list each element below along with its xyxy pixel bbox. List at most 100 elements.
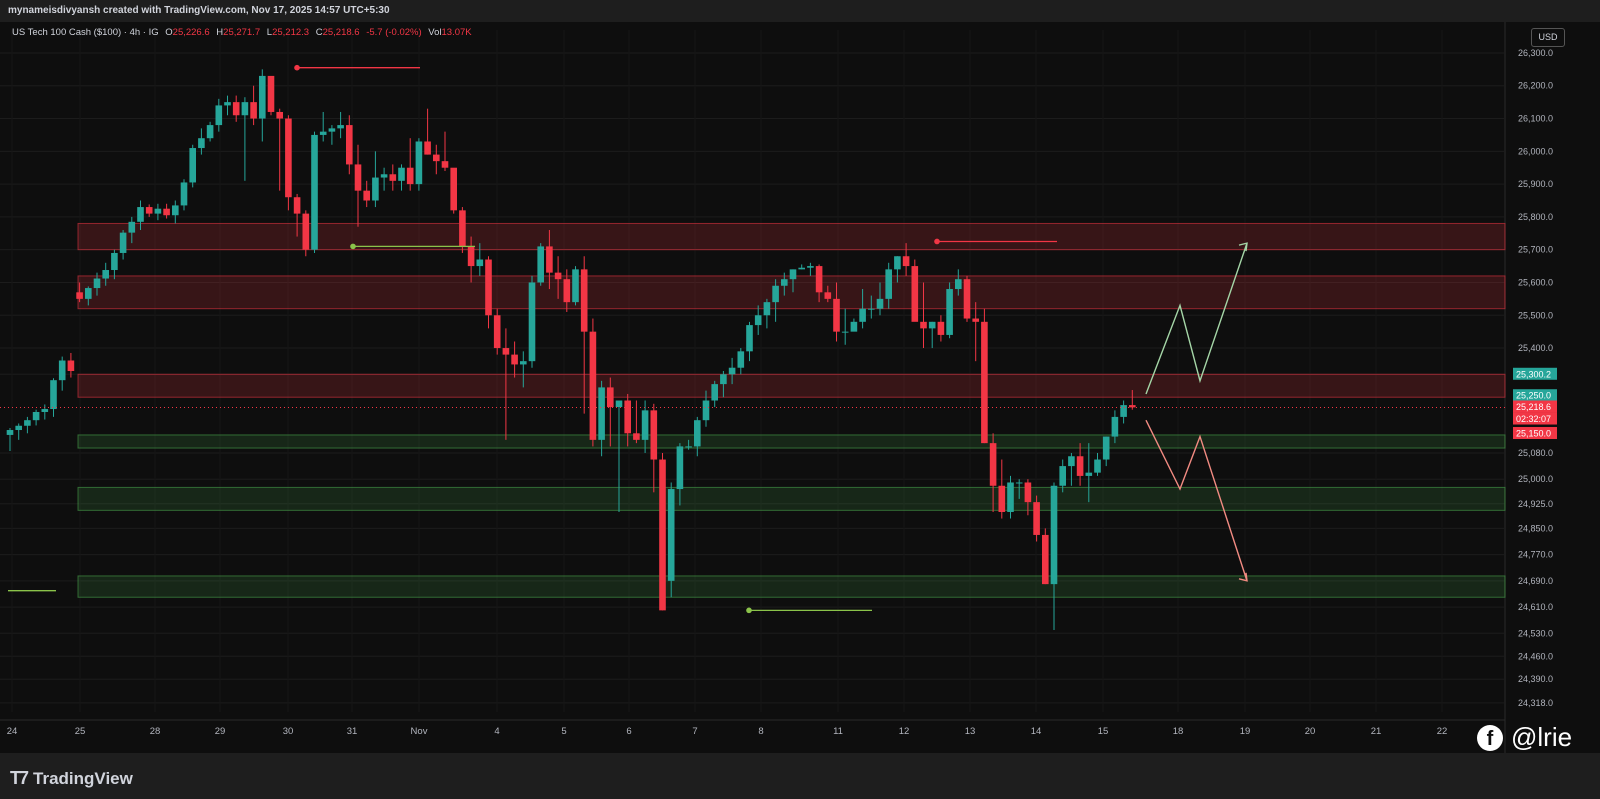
candle-body [111,252,118,271]
candle-body [981,321,988,444]
x-tick-label: 11 [833,726,843,737]
y-tick-label: 25,900.0 [1518,179,1553,189]
y-tick-label: 25,000.0 [1518,474,1553,484]
candle-body [76,292,83,299]
currency-button[interactable]: USD [1531,28,1565,47]
x-tick-label: 31 [347,726,358,737]
bearish-projection [1145,419,1248,582]
candle-body [1050,485,1058,585]
x-tick-label: 30 [283,726,294,737]
candle-body [633,433,640,440]
candle-body [424,141,431,155]
candle-body [50,380,57,410]
resistance-zone [77,373,1506,398]
y-tick-label: 26,000.0 [1518,146,1553,156]
candle-body [615,400,623,408]
x-tick-label: 20 [1305,726,1316,737]
candle-body [789,269,797,280]
y-tick-label: 24,318.0 [1518,698,1553,708]
symbol-legend[interactable]: US Tech 100 Cash ($100) · 4h · IG O25,22… [12,27,472,38]
tradingview-wordmark: TradingView [33,768,133,788]
candle-body [398,167,405,181]
x-tick-label: 5 [561,726,566,737]
x-tick-label: 18 [1173,726,1184,737]
candle-body [198,138,205,149]
candle-body [119,232,127,253]
x-tick-label: 4 [494,726,499,737]
candle-body [720,374,727,385]
y-tick-label: 25,700.0 [1518,245,1553,255]
candle-body [93,278,101,289]
candle-body [328,128,336,132]
candle-body [667,489,675,581]
candle-body [319,131,327,135]
y-tick-label: 26,300.0 [1518,48,1553,58]
y-tick-label: 25,080.0 [1518,448,1553,458]
y-tick-label: 24,530.0 [1518,628,1553,638]
x-tick-label: 28 [150,726,161,737]
x-tick-label: 8 [758,726,763,737]
x-tick-label: 7 [692,726,697,737]
candle-body [372,177,379,201]
candle-body [833,298,840,332]
candle-body [163,208,170,216]
price-tag-label: 25,150.0 [1516,429,1551,439]
price-tag-label: 25,250.0 [1516,391,1551,401]
x-tick-label: 6 [626,726,631,737]
y-tick-label: 25,600.0 [1518,277,1553,287]
social-handle: f @lrie [1477,722,1572,753]
candle-body [763,302,771,316]
candle-body [841,331,849,333]
resistance-zone [77,222,1506,251]
candle-body [850,321,858,332]
candle-body [537,246,544,283]
high-label: H [216,27,224,38]
candle-body [15,425,22,431]
close-label: C [315,27,323,38]
candle-body [1076,456,1084,476]
candle-body [746,325,753,352]
candle-body [433,154,440,162]
price-tag [1513,412,1557,425]
candle-body [902,256,910,267]
facebook-icon: f [1477,724,1503,751]
open-label: O [165,27,173,38]
candle-body [172,205,179,216]
candle-body [406,167,414,185]
candle-body [598,387,605,440]
level-marker [934,238,940,245]
chart-frame[interactable] [0,22,1600,753]
x-tick-label: 21 [1371,726,1382,737]
bearish-arrow-head [1238,572,1248,582]
x-tick-label: 29 [215,726,226,737]
y-tick-label: 24,770.0 [1518,550,1553,560]
close-value: 25,218.6 [322,27,360,38]
y-tick-label: 25,400.0 [1518,343,1553,353]
candle-body [589,331,597,440]
candle-body [154,208,162,214]
candle-body [928,321,936,329]
candle-body [6,430,14,435]
volume-label: Vol [428,27,442,38]
tradingview-logo[interactable]: T7 TradingView [10,768,133,789]
price-chart[interactable]: 26,300.0 26,200.0 26,100.0 26,000.0 25,900.0… [0,22,1600,753]
price-tag-label: 25,300.2 [1516,369,1551,379]
candle-body [963,279,971,319]
candle-body [1120,405,1127,417]
candle-body [41,409,49,412]
candle-body [302,213,310,250]
candle-body [276,111,283,119]
candle-body [1059,466,1066,486]
price-tag-label: 02:32:07 [1516,414,1551,424]
bullish-arrow-head [1238,242,1248,252]
candle-body [868,308,875,310]
y-tick-label: 24,690.0 [1518,576,1553,586]
low-label: L [266,27,273,38]
candle-body [459,210,466,247]
symbol-name[interactable]: US Tech 100 Cash ($100) · 4h · IG [12,27,159,38]
x-tick-label: 12 [899,726,910,737]
y-tick-label: 24,390.0 [1518,674,1553,684]
candle-body [145,207,153,214]
candle-body [1042,534,1049,585]
candle-body [493,315,501,349]
